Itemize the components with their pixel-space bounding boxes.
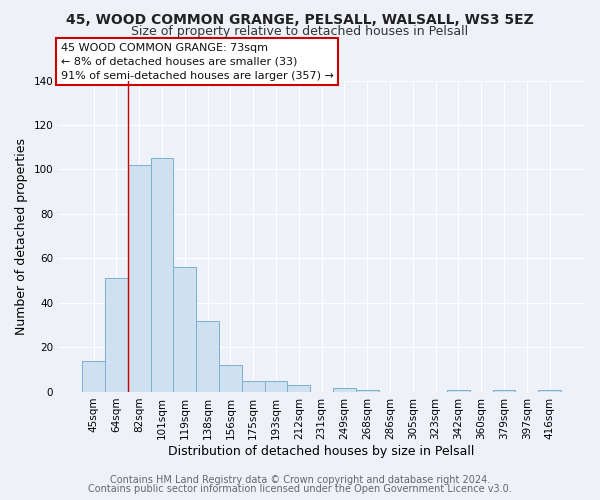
Bar bbox=[128, 165, 151, 392]
Bar bbox=[151, 158, 173, 392]
Bar bbox=[356, 390, 379, 392]
Bar bbox=[287, 386, 310, 392]
Text: 45, WOOD COMMON GRANGE, PELSALL, WALSALL, WS3 5EZ: 45, WOOD COMMON GRANGE, PELSALL, WALSALL… bbox=[66, 12, 534, 26]
Bar bbox=[538, 390, 561, 392]
X-axis label: Distribution of detached houses by size in Pelsall: Distribution of detached houses by size … bbox=[169, 444, 475, 458]
Text: Size of property relative to detached houses in Pelsall: Size of property relative to detached ho… bbox=[131, 25, 469, 38]
Y-axis label: Number of detached properties: Number of detached properties bbox=[15, 138, 28, 334]
Bar bbox=[173, 268, 196, 392]
Bar bbox=[219, 366, 242, 392]
Bar bbox=[242, 381, 265, 392]
Bar bbox=[82, 361, 105, 392]
Bar bbox=[265, 381, 287, 392]
Text: 45 WOOD COMMON GRANGE: 73sqm
← 8% of detached houses are smaller (33)
91% of sem: 45 WOOD COMMON GRANGE: 73sqm ← 8% of det… bbox=[61, 42, 334, 80]
Bar bbox=[493, 390, 515, 392]
Bar bbox=[196, 321, 219, 392]
Text: Contains HM Land Registry data © Crown copyright and database right 2024.: Contains HM Land Registry data © Crown c… bbox=[110, 475, 490, 485]
Text: Contains public sector information licensed under the Open Government Licence v3: Contains public sector information licen… bbox=[88, 484, 512, 494]
Bar bbox=[447, 390, 470, 392]
Bar bbox=[105, 278, 128, 392]
Bar bbox=[333, 388, 356, 392]
